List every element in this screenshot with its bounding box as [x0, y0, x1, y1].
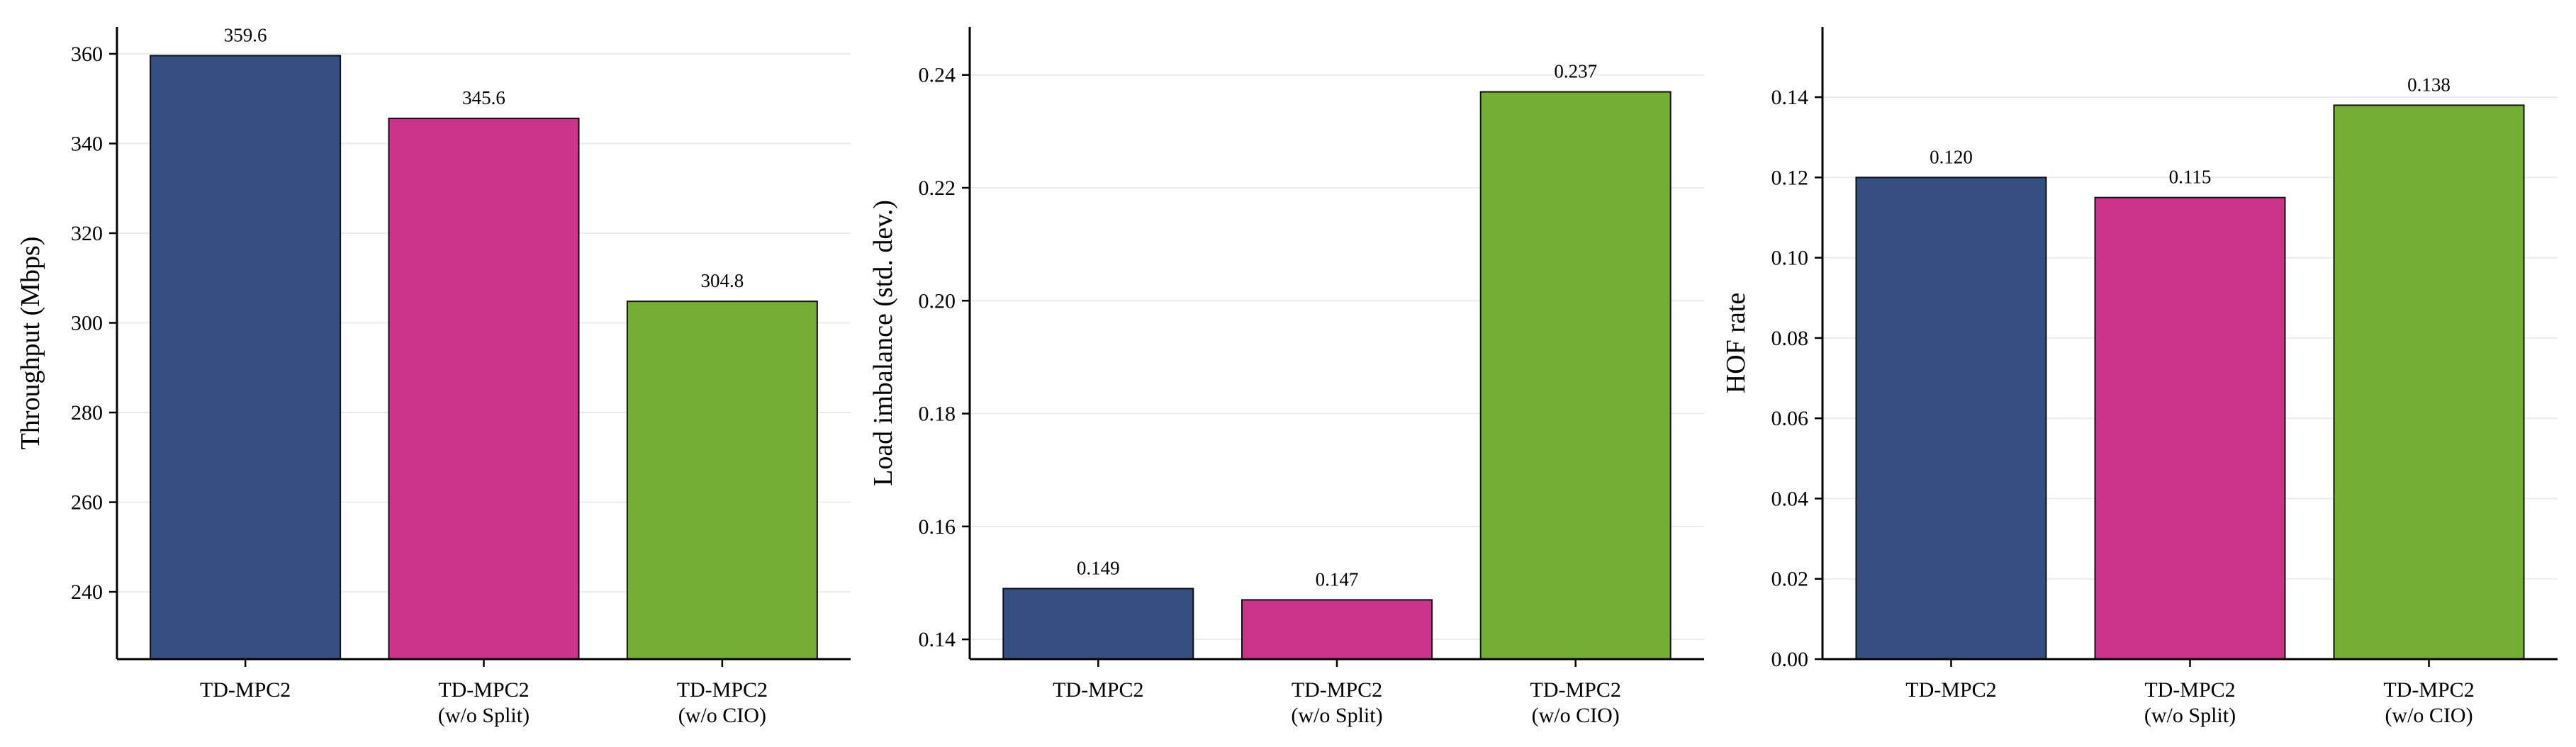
- x-tick-label: (w/o Split): [2144, 704, 2236, 727]
- y-tick-label: 0.20: [919, 289, 956, 313]
- x-tick-label: (w/o Split): [438, 704, 530, 727]
- y-tick-label: 0.14: [1771, 86, 1809, 109]
- data-label: 0.149: [1077, 557, 1120, 578]
- x-tick-label: TD-MPC2: [1905, 678, 1996, 702]
- y-tick-label: 260: [71, 491, 103, 515]
- data-label: 304.8: [701, 270, 744, 291]
- data-label: 0.115: [2169, 167, 2212, 188]
- x-tick-label: TD-MPC2: [438, 678, 529, 702]
- x-tick-label: TD-MPC2: [2383, 678, 2474, 702]
- x-tick-label: (w/o CIO): [2385, 704, 2473, 727]
- data-label: 345.6: [462, 87, 505, 108]
- y-axis-label: Throughput (Mbps): [16, 237, 45, 450]
- y-tick-label: 340: [71, 132, 103, 155]
- bar: [1479, 91, 1671, 660]
- bar: [2333, 104, 2525, 660]
- bar: [1241, 599, 1433, 660]
- bar: [2094, 196, 2286, 660]
- data-label: 359.6: [224, 24, 267, 45]
- bar: [626, 301, 818, 660]
- y-tick-label: 360: [71, 43, 103, 66]
- y-tick-label: 320: [71, 222, 103, 245]
- x-tick-label: (w/o CIO): [678, 704, 766, 727]
- y-tick-label: 300: [71, 312, 103, 335]
- y-tick-label: 240: [71, 580, 103, 604]
- x-tick-label: TD-MPC2: [2144, 678, 2235, 702]
- x-tick-label: TD-MPC2: [1053, 678, 1143, 702]
- x-tick-label: TD-MPC2: [1530, 678, 1621, 702]
- data-label: 0.120: [1930, 146, 1973, 167]
- y-tick-label: 0.06: [1771, 407, 1809, 430]
- y-axis-label: HOF rate: [1721, 293, 1751, 393]
- y-tick-label: 0.08: [1771, 327, 1809, 350]
- data-label: 0.147: [1316, 568, 1359, 590]
- y-tick-label: 0.18: [919, 403, 956, 426]
- bar: [388, 118, 580, 661]
- x-tick-label: TD-MPC2: [677, 678, 768, 702]
- y-axis-label: Load imbalance (std. dev.): [868, 200, 898, 486]
- y-tick-label: 0.12: [1771, 166, 1809, 189]
- x-tick-label: TD-MPC2: [1292, 678, 1382, 702]
- x-tick-label: (w/o Split): [1291, 704, 1382, 727]
- y-tick-label: 0.14: [919, 628, 956, 651]
- x-tick-label: (w/o CIO): [1532, 704, 1620, 727]
- y-tick-label: 0.02: [1771, 568, 1809, 591]
- bar: [1002, 588, 1194, 660]
- y-tick-label: 0.00: [1771, 648, 1809, 671]
- data-label: 0.237: [1554, 61, 1597, 82]
- y-tick-label: 280: [71, 401, 103, 425]
- bar: [150, 55, 342, 661]
- y-tick-label: 0.10: [1771, 247, 1809, 270]
- y-tick-label: 0.04: [1771, 487, 1809, 510]
- y-tick-label: 0.24: [919, 64, 956, 87]
- y-tick-label: 0.16: [919, 515, 956, 539]
- data-label: 0.138: [2407, 74, 2451, 95]
- bar: [1855, 176, 2047, 660]
- x-tick-label: TD-MPC2: [200, 678, 291, 702]
- y-tick-label: 0.22: [919, 176, 956, 200]
